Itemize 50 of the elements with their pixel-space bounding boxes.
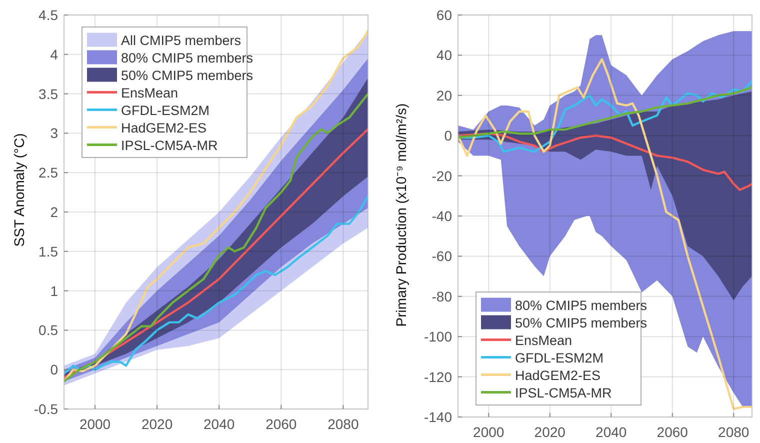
y-tick-label: 40 [436,47,452,64]
x-tick-label: 2020 [141,416,173,432]
legend-label: GFDL-ESM2M [121,102,210,118]
legend-label: HadGEM2-ES [515,368,601,383]
y-tick-label: -140 [424,409,452,425]
x-tick-label: 2080 [328,416,359,432]
legend-label: IPSL-CM5A-MR [515,385,612,400]
x-tick-label: 2040 [204,416,235,432]
y-tick-label: 3 [50,125,58,142]
y-tick-label: 4.5 [38,7,58,23]
y-tick-label: -40 [432,208,452,224]
legend-label: 50% CMIP5 members [121,68,254,83]
legend-label: 50% CMIP5 members [515,315,648,330]
y-tick-label: 2.5 [38,164,58,181]
y-tick-label: 3.5 [38,86,58,102]
legend-label: IPSL-CM5A-MR [121,138,218,153]
x-tick-label: 2060 [656,424,688,440]
x-tick-label: 2080 [718,424,750,440]
y-tick-label: -60 [432,248,452,264]
line-series [64,195,368,375]
legend-label: EnsMean [121,85,178,100]
y-tick-label: 0 [50,362,58,378]
y-tick-label: 4 [50,46,58,62]
legend-label: 80% CMIP5 members [121,50,254,66]
y-tick-label: 2 [50,204,58,220]
line-series [458,132,752,191]
legend-label: All CMIP5 members [121,32,242,48]
x-tick-label: 2000 [473,424,504,440]
y-tick-label: -80 [432,288,452,304]
y-tick-label: -100 [424,328,452,345]
y-tick-label: -0.5 [34,401,58,417]
x-tick-label: 2020 [534,424,566,440]
y-axis-title: SST Anomaly (°C) [11,133,27,247]
y-tick-label: -120 [424,368,452,385]
legend-label: 80% CMIP5 members [515,298,648,313]
legend-label: EnsMean [515,332,572,348]
y-tick-label: 20 [436,87,452,104]
y-tick-label: 1.5 [38,243,58,260]
line-series [458,86,752,139]
x-tick-label: 2060 [266,416,297,432]
x-tick-label: 2040 [596,424,627,440]
x-tick-label: 2000 [79,416,111,432]
legend-label: HadGEM2-ES [121,120,207,136]
y-tick-label: 60 [436,7,452,23]
y-axis-title: Primary Production (x10⁻⁹ mol/m²/s) [393,103,409,327]
y-tick-label: 1 [50,282,58,299]
y-tick-label: 0 [444,128,452,144]
y-tick-label: -20 [432,168,452,184]
legend-label: GFDL-ESM2M [515,350,604,366]
y-tick-label: 0.5 [38,322,58,338]
